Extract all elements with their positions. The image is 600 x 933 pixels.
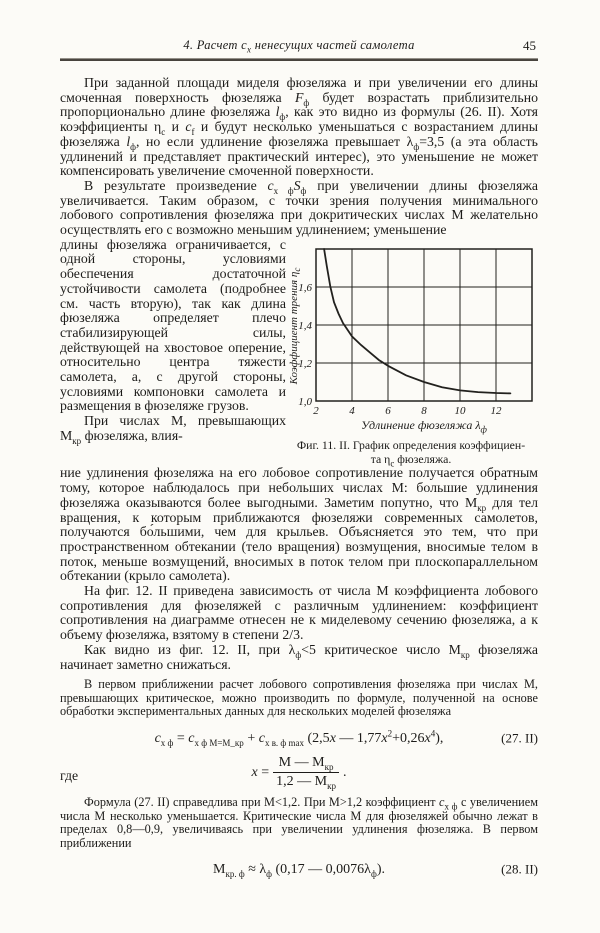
svg-text:8: 8 <box>421 405 427 417</box>
equation-27-label: (27. II) <box>501 730 538 746</box>
fraction-denominator: 1,2 — Мкр <box>276 774 336 792</box>
chart-y-axis-label: Коэффициент трения ηс <box>288 267 303 385</box>
paragraph-1: При заданной площади миделя фюзеляжа и п… <box>60 75 538 179</box>
text-figure-row: длины фюзеляжа ограничивается, с одной с… <box>60 236 538 469</box>
header-rule <box>60 58 538 61</box>
figure-caption-line2: та ηс фюзеляжа. <box>370 451 452 469</box>
where-lhs: x = <box>251 765 273 781</box>
paragraph-2-column: длины фюзеляжа ограничивается, с одной с… <box>60 236 286 414</box>
chart-area: Коэффициент трения ηс 2 4 6 8 10 12 1,0 1,2 1,4 1… <box>286 243 536 417</box>
equation-28-label: (28. II) <box>501 862 538 878</box>
svg-text:2: 2 <box>313 405 319 417</box>
figure-11-ii: Коэффициент трения ηс 2 4 6 8 10 12 1,0 1,2 1,4 1… <box>286 238 536 469</box>
paragraph-7-smallprint: Формула (27. II) справедлива при М<1,2. … <box>60 795 538 850</box>
equation-28: Мкр. ф ≈ λф (0,17 — 0,0076λф). (28. II) <box>60 862 538 879</box>
paragraph-6-smallprint: В первом приближении расчет лобового соп… <box>60 677 538 719</box>
fuselage-friction-chart: 2 4 6 8 10 12 1,0 1,2 1,4 1,6 <box>298 247 533 417</box>
chart-x-axis-label: Удлинение фюзеляжа λф <box>361 417 487 435</box>
running-header: 4. Расчет сх ненесущих частей самолета 4… <box>60 38 538 55</box>
where-definition: где x = М — Мкр 1,2 — Мкр . <box>60 755 538 790</box>
page-number: 45 <box>523 38 536 53</box>
equation-28-body: Мкр. ф ≈ λф (0,17 — 0,0076λф). <box>213 862 385 879</box>
svg-text:1,0: 1,0 <box>298 396 312 408</box>
equation-27: сх ф = сх ф М=М_кр + сх в. ф max (2,5x —… <box>60 727 538 748</box>
figure-caption: Фиг. 11. II. График определения коэффици… <box>286 438 536 469</box>
paragraph-5: Как видно из фиг. 12. II, при λф<5 крити… <box>60 641 538 672</box>
figure-caption-line1: Фиг. 11. II. График определения коэффици… <box>296 438 526 453</box>
svg-text:10: 10 <box>455 405 467 417</box>
fraction-numerator: М — Мкр <box>272 755 340 774</box>
paragraph-3-column: При числах М, превышающих Мкр фюзеляжа, … <box>60 413 286 446</box>
page-body: При заданной площади миделя фюзеляжа и п… <box>60 75 538 879</box>
equation-27-body: сх ф = сх ф М=М_кр + сх в. ф max (2,5x —… <box>154 727 444 748</box>
svg-text:1,6: 1,6 <box>298 282 312 294</box>
where-word: где <box>60 768 79 784</box>
running-head-title: 4. Расчет сх ненесущих частей самолета <box>183 38 415 55</box>
where-tail: . <box>339 765 347 781</box>
svg-text:12: 12 <box>491 405 503 417</box>
svg-text:1,4: 1,4 <box>298 320 312 332</box>
paragraph-3-fullwidth: ние удлинения фюзеляжа на его лобовое со… <box>60 465 538 584</box>
svg-text:4: 4 <box>349 405 355 417</box>
svg-text:6: 6 <box>385 405 391 417</box>
left-text-column: длины фюзеляжа ограничивается, с одной с… <box>60 236 286 446</box>
paragraph-2-fullwidth: В результате произведение сх фSф при уве… <box>60 177 538 238</box>
svg-text:1,2: 1,2 <box>298 358 312 370</box>
paragraph-4: На фиг. 12. II приведена зависимость от … <box>60 583 538 643</box>
fraction: М — Мкр 1,2 — Мкр <box>272 755 340 792</box>
